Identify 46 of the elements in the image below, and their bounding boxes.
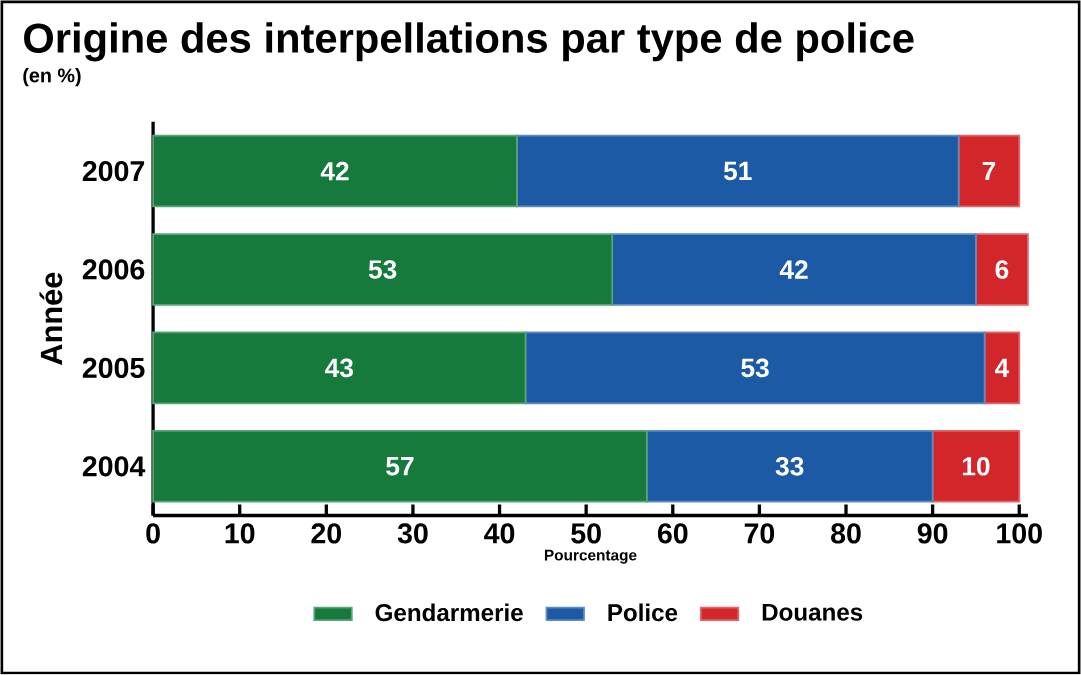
x-tick-label: 70 bbox=[744, 523, 775, 544]
bar bbox=[524, 331, 986, 405]
x-tick-label: 10 bbox=[225, 523, 255, 544]
data-label: 42 bbox=[320, 161, 349, 181]
data-label: 43 bbox=[325, 358, 354, 378]
x-tick-label: 30 bbox=[397, 523, 428, 544]
x-tick-label: 90 bbox=[917, 523, 948, 544]
data-label: 57 bbox=[386, 457, 414, 476]
bar bbox=[152, 331, 527, 405]
bar bbox=[645, 430, 934, 503]
data-label: 6 bbox=[995, 260, 1009, 279]
data-label: 10 bbox=[962, 457, 990, 476]
data-label: 7 bbox=[982, 162, 996, 181]
legend-label: Gendarmerie bbox=[375, 603, 523, 622]
bar bbox=[152, 233, 614, 306]
x-axis-title: Pourcentage bbox=[544, 549, 637, 564]
x-tick-label: 40 bbox=[484, 523, 515, 544]
bar bbox=[983, 331, 1021, 405]
bar bbox=[515, 134, 960, 208]
x-tick-label: 80 bbox=[831, 523, 861, 544]
data-label: 4 bbox=[995, 358, 1010, 378]
y-tick-label: 2007 bbox=[82, 161, 145, 182]
x-tick-label: 100 bbox=[997, 523, 1042, 544]
chart-subtitle: (en %) bbox=[23, 67, 81, 87]
legend-label: Douanes bbox=[762, 604, 863, 621]
bar bbox=[152, 134, 518, 208]
data-label: 53 bbox=[368, 260, 397, 279]
y-tick-label: 2006 bbox=[82, 259, 145, 280]
x-tick-label: 60 bbox=[657, 523, 688, 544]
bar bbox=[931, 430, 1021, 503]
chart-title: Origine des interpellations par type de police bbox=[24, 22, 914, 62]
x-tick-label: 20 bbox=[311, 523, 342, 544]
bar bbox=[152, 430, 648, 503]
y-tick-label: 2005 bbox=[82, 357, 145, 379]
x-tick-label: 50 bbox=[571, 523, 601, 544]
y-axis-title: Année bbox=[39, 272, 63, 365]
data-label: 33 bbox=[775, 457, 804, 476]
data-label: 51 bbox=[723, 161, 752, 181]
data-label: 42 bbox=[779, 260, 808, 279]
bar bbox=[975, 233, 1029, 306]
bar bbox=[611, 233, 977, 306]
bar bbox=[957, 134, 1021, 208]
x-tick-label: 0 bbox=[146, 523, 160, 544]
data-label: 53 bbox=[741, 358, 769, 378]
legend-label: Police bbox=[608, 603, 678, 622]
y-tick-label: 2004 bbox=[82, 456, 146, 477]
